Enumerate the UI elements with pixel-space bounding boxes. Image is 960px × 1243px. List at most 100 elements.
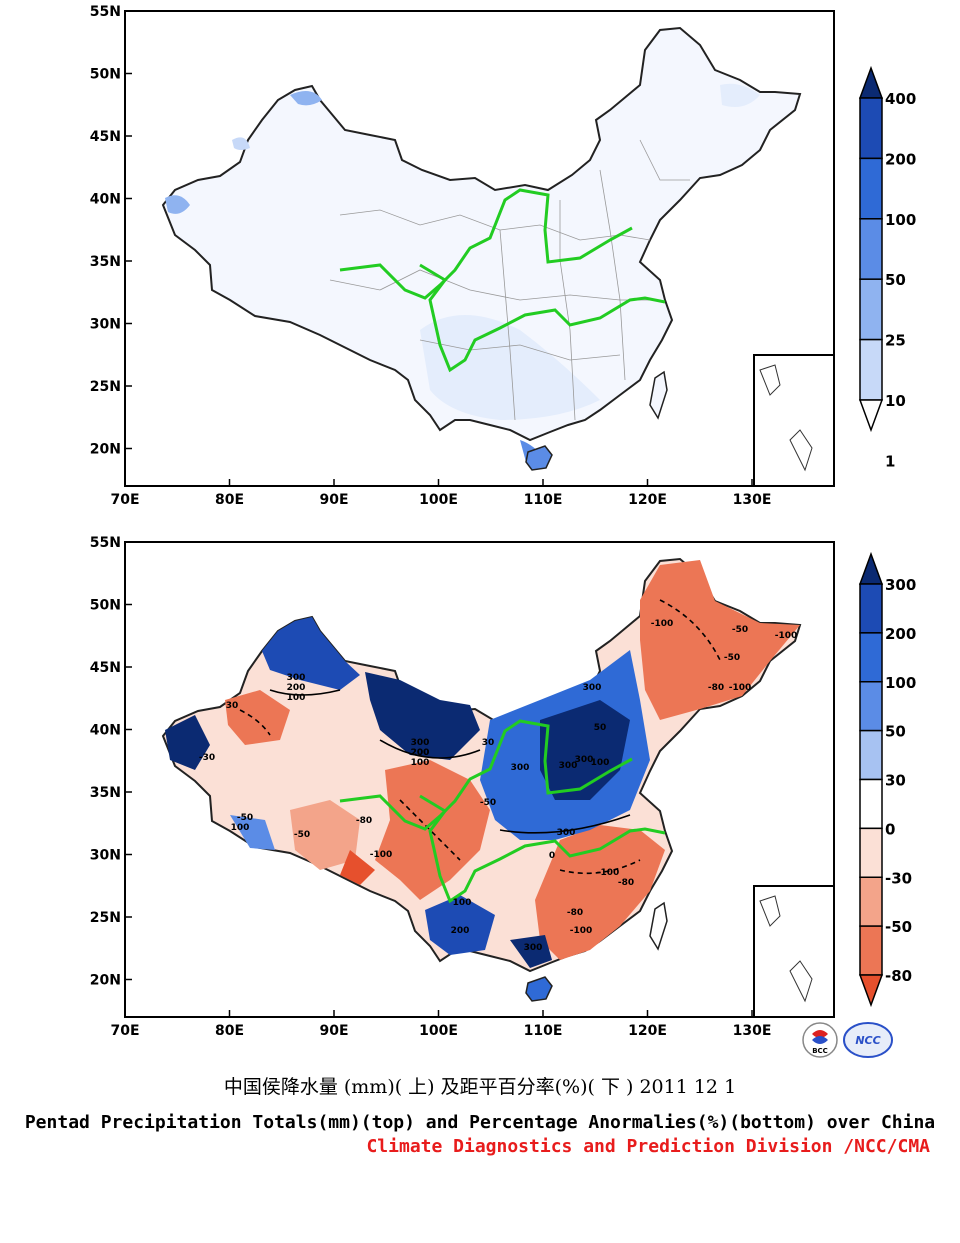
contour-label: -50 [732, 625, 748, 635]
ncc-logo: NCC [843, 1022, 893, 1058]
top-colorbar-segment [859, 157, 883, 220]
contour-label: 300 [411, 738, 430, 748]
top-yellow-river [339, 188, 633, 300]
contour-label: -80 [708, 683, 724, 693]
bottom-lon-label: 80E [215, 1023, 244, 1039]
top-colorbar-top-arrow [858, 65, 884, 99]
bottom-south-china-sea-inset [753, 885, 834, 1017]
bottom-colorbar-label: 300 [885, 576, 916, 594]
top-lat-label: 55N [90, 4, 121, 20]
contour-label: 100 [287, 693, 306, 703]
bottom-colorbar-label: -80 [885, 967, 912, 985]
contour-label: 300 [557, 828, 576, 838]
top-precip-patch [420, 315, 600, 420]
top-colorbar-label: 200 [885, 150, 916, 168]
top-colorbar-bottom-arrow [858, 399, 884, 433]
bottom-colorbar-label: 200 [885, 625, 916, 643]
contour-label: -100 [570, 926, 593, 936]
bottom-anomaly-negative [290, 800, 360, 870]
top-colorbar-label: 50 [885, 271, 906, 289]
bottom-lon-label: 100E [419, 1023, 458, 1039]
top-lat-label: 45N [90, 129, 121, 145]
contour-label: -100 [651, 619, 674, 629]
bottom-lat-label: 45N [90, 660, 121, 676]
contour-label: -50 [724, 653, 740, 663]
bottom-colorbar-segment [859, 778, 883, 830]
top-colorbar-segment [859, 338, 883, 401]
contour-label: 100 [231, 823, 250, 833]
contour-label: 200 [411, 748, 430, 758]
top-colorbar: 400 200 100 50 25 10 1 [858, 65, 916, 470]
contour-label: -50 [237, 813, 253, 823]
top-lat-label: 20N [90, 442, 121, 458]
top-yangtze-river [419, 263, 666, 373]
chinese-caption: 中国侯降水量 (mm)( 上) 及距平百分率(%)( 下 ) 2011 12 1 [223, 1076, 737, 1098]
contour-label: 30 [226, 701, 239, 711]
top-lat-label: 25N [90, 379, 121, 395]
top-colorbar-label: 1 [885, 452, 895, 470]
contour-label: -80 [618, 878, 634, 888]
top-colorbar-segment [859, 97, 883, 160]
contour-label: 300 [287, 673, 306, 683]
bottom-colorbar-label: 100 [885, 674, 916, 692]
contour-label: 200 [411, 748, 430, 758]
contour-label: -80 [567, 908, 583, 918]
contour-label: 200 [451, 926, 470, 936]
bottom-lon-label: 110E [524, 1023, 563, 1039]
bottom-map-panel: 30020010030-30-5010030020010020030-50300… [90, 535, 835, 1039]
bottom-colorbar-segment [859, 583, 883, 634]
top-map-panel: 70E 80E 90E 100E 110E 120E 130E 55N 50N 45N 40N 35N… [90, 4, 835, 508]
bcc-logo: BCC [802, 1022, 838, 1058]
contour-label: 300 [575, 755, 594, 765]
bottom-colorbar-segment [859, 876, 883, 927]
bottom-anomaly-negative [640, 560, 800, 720]
top-lat-label: 40N [90, 192, 121, 208]
contour-label: -100 [729, 683, 752, 693]
bottom-colorbar-label: 50 [885, 723, 906, 741]
bottom-yangtze-river [419, 794, 666, 904]
contour-label: 100 [411, 758, 430, 768]
bottom-lon-label: 130E [733, 1023, 772, 1039]
bottom-lon-label: 70E [110, 1023, 139, 1039]
top-lat-label: 35N [90, 254, 121, 270]
top-lon-label: 130E [733, 492, 772, 508]
top-lon-label: 110E [524, 492, 563, 508]
top-south-china-sea-inset [753, 354, 834, 486]
bottom-lat-label: 30N [90, 848, 121, 864]
bottom-anomaly-negative [535, 825, 665, 960]
contour-label: 200 [287, 683, 306, 693]
top-lat-label: 50N [90, 67, 121, 83]
english-caption: Pentad Precipitation Totals(mm)(top) and… [24, 1112, 936, 1133]
bottom-colorbar-label: -30 [885, 869, 912, 887]
bottom-anomaly-positive [165, 715, 210, 770]
top-colorbar-segment [859, 218, 883, 280]
contour-label: -80 [356, 816, 372, 826]
top-lon-label: 90E [319, 492, 348, 508]
top-colorbar-label: 100 [885, 211, 916, 229]
contour-label: 300 [511, 763, 530, 773]
bottom-colorbar-label: 30 [885, 772, 906, 790]
contour-label: -50 [480, 798, 496, 808]
top-colorbar-segment [859, 278, 883, 341]
contour-label: 300 [559, 761, 578, 771]
top-precip-patch [232, 137, 250, 150]
contour-label: 100 [591, 758, 610, 768]
ncc-logo-label: NCC [855, 1034, 880, 1047]
bottom-lat-label: 40N [90, 723, 121, 739]
bottom-lat-label: 20N [90, 973, 121, 989]
bottom-anomaly-positive [230, 815, 275, 850]
bottom-anomaly-positive [510, 935, 552, 968]
bottom-anomaly-positive [262, 617, 360, 690]
contour-label: 300 [583, 683, 602, 693]
contour-label: 0 [549, 851, 555, 861]
top-lon-label: 100E [419, 492, 458, 508]
bottom-anomaly-negative [225, 690, 290, 745]
top-precip-patch [290, 91, 322, 106]
top-lon-label: 80E [215, 492, 244, 508]
top-taiwan-island [649, 370, 668, 420]
contour-label: -50 [294, 830, 310, 840]
contour-label: 300 [524, 943, 543, 953]
contour-label: -100 [597, 868, 620, 878]
top-precip-patch [165, 195, 190, 214]
